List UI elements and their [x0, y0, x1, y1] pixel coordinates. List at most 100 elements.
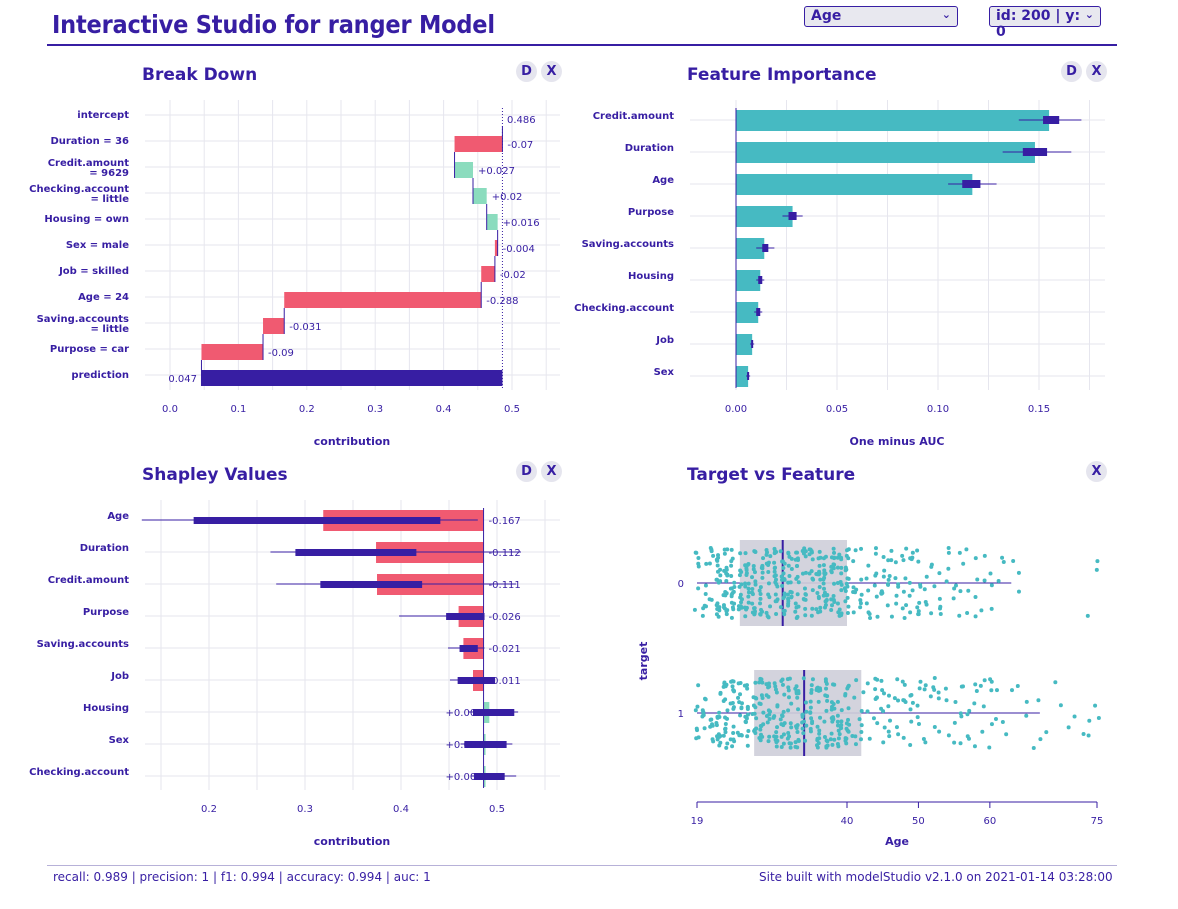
tv-point — [752, 609, 757, 614]
footer-divider — [47, 865, 1117, 866]
tv-point — [737, 700, 742, 705]
tv-y-tick: 1 — [678, 709, 684, 720]
title-divider — [47, 44, 1117, 46]
tv-point — [750, 590, 755, 595]
bd-bar-10 — [201, 370, 503, 386]
tv-point — [744, 716, 749, 721]
tv-y-axis-title: target — [637, 642, 650, 681]
tv-point — [757, 680, 762, 685]
bd-x-tick: 0.5 — [504, 404, 520, 415]
feature-importance-describe-button[interactable]: D — [1061, 61, 1082, 82]
observation-select[interactable]: id: 200 | y: 0 ⌄ — [989, 6, 1101, 40]
tv-point — [722, 551, 727, 556]
tv-point — [773, 592, 778, 597]
tv-point — [789, 590, 794, 595]
tv-point — [873, 551, 878, 556]
tv-point — [880, 688, 885, 693]
shap-y-label: Purpose — [83, 607, 129, 618]
tv-point — [786, 685, 791, 690]
tv-point — [944, 579, 949, 584]
tv-point — [815, 591, 820, 596]
bd-data-label: 0.486 — [507, 115, 536, 126]
bd-y-label: = little — [91, 324, 130, 335]
shapley-close-button[interactable]: X — [541, 461, 562, 482]
tv-point — [979, 608, 984, 613]
shapley-title: Shapley Values — [142, 465, 288, 485]
tv-point — [788, 721, 793, 726]
tv-point — [881, 691, 886, 696]
tv-point — [773, 565, 778, 570]
tv-point — [1086, 733, 1091, 738]
tv-point — [751, 567, 756, 572]
target-vs-feature-close-button[interactable]: X — [1086, 461, 1107, 482]
break-down-close-button[interactable]: X — [541, 61, 562, 82]
chevron-down-icon: ⌄ — [1084, 8, 1094, 21]
tv-point — [881, 740, 886, 745]
tv-point — [718, 573, 723, 578]
tv-point — [1001, 559, 1006, 564]
shap-box — [459, 645, 478, 652]
tv-point — [696, 735, 701, 740]
tv-point — [753, 680, 758, 685]
tv-point — [924, 574, 929, 579]
tv-point — [814, 571, 819, 576]
tv-point — [743, 581, 748, 586]
tv-point — [1072, 714, 1077, 719]
tv-point — [758, 592, 763, 597]
tv-point — [785, 592, 790, 597]
variable-select[interactable]: Age ⌄ — [804, 6, 958, 27]
tv-point — [916, 609, 921, 614]
tv-point — [793, 601, 798, 606]
fi-box — [756, 308, 761, 316]
feature-importance-close-button[interactable]: X — [1086, 61, 1107, 82]
tv-point — [715, 607, 720, 612]
tv-point — [822, 575, 827, 580]
tv-point — [823, 693, 828, 698]
tv-point — [800, 571, 805, 576]
tv-point — [1000, 555, 1005, 560]
tv-point — [743, 614, 748, 619]
tv-point — [746, 600, 751, 605]
tv-point — [846, 604, 851, 609]
shap-y-label: Checking.account — [29, 767, 129, 778]
tv-point — [803, 554, 808, 559]
tv-point — [753, 579, 758, 584]
tv-point — [953, 700, 958, 705]
tv-point — [764, 561, 769, 566]
tv-point — [828, 737, 833, 742]
tv-point — [768, 709, 773, 714]
tv-x-tick: 60 — [983, 816, 996, 827]
tv-point — [801, 676, 806, 681]
tv-point — [994, 688, 999, 693]
tv-point — [952, 740, 957, 745]
tv-point — [832, 556, 837, 561]
tv-point — [746, 712, 751, 717]
shap-y-label: Duration — [80, 543, 129, 554]
tv-point — [696, 683, 701, 688]
tv-point — [886, 704, 891, 709]
tv-point — [988, 571, 993, 576]
feature-importance-chart: Credit.amount Duration Age Purpose Saving.ac… — [574, 100, 1105, 448]
break-down-chart: 0.486 intercept -0.07 Duration = 36 +0.027 Cr… — [29, 100, 560, 448]
tv-point — [730, 684, 735, 689]
tv-point — [731, 731, 736, 736]
tv-point — [758, 702, 763, 707]
tv-point — [837, 552, 842, 557]
tv-point — [739, 733, 744, 738]
tv-point — [980, 729, 985, 734]
bd-y-label: intercept — [77, 110, 129, 121]
tv-point — [708, 717, 713, 722]
break-down-describe-button[interactable]: D — [516, 61, 537, 82]
tv-point — [730, 605, 735, 610]
tv-point — [795, 730, 800, 735]
tv-point — [836, 728, 841, 733]
tv-point — [909, 557, 914, 562]
bd-y-label: = 9629 — [89, 168, 129, 179]
tv-point — [881, 709, 886, 714]
tv-point — [708, 546, 713, 551]
shapley-describe-button[interactable]: D — [516, 461, 537, 482]
tv-point — [803, 592, 808, 597]
tv-point — [766, 694, 771, 699]
feature-importance-title: Feature Importance — [687, 65, 877, 85]
tv-point — [964, 547, 969, 552]
